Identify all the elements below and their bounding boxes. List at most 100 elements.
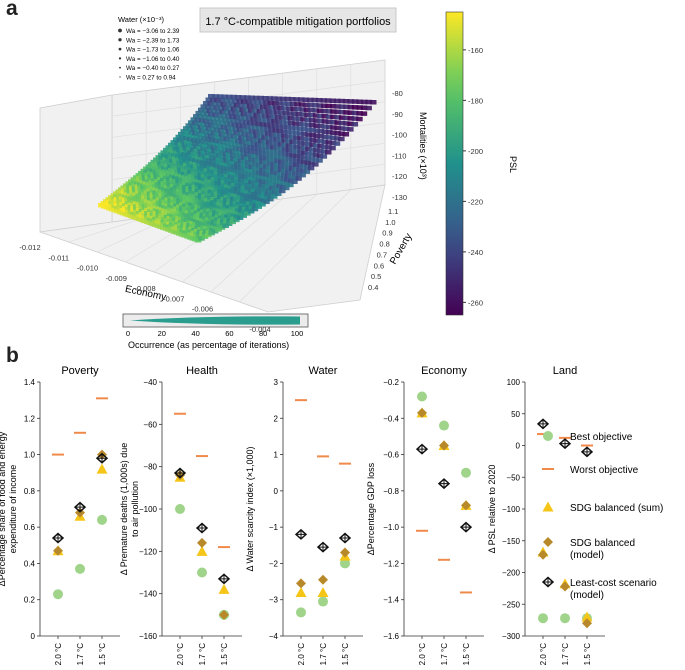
data-point bbox=[174, 169, 181, 175]
data-point bbox=[321, 103, 328, 108]
data-point bbox=[198, 156, 206, 162]
data-point bbox=[297, 136, 304, 141]
data-point bbox=[208, 123, 215, 128]
data-point bbox=[163, 147, 170, 153]
data-point bbox=[304, 112, 311, 118]
data-point bbox=[242, 103, 249, 109]
data-point bbox=[241, 115, 249, 121]
data-point bbox=[330, 130, 337, 135]
legend-label-line: (model) bbox=[570, 550, 604, 561]
data-point bbox=[237, 115, 245, 120]
data-point bbox=[255, 166, 263, 172]
data-point bbox=[182, 162, 190, 168]
data-point bbox=[338, 109, 346, 115]
data-point bbox=[236, 215, 244, 220]
sdg-model-marker bbox=[543, 537, 553, 547]
data-point bbox=[153, 160, 161, 166]
best-objective-marker bbox=[53, 589, 63, 600]
data-point bbox=[237, 131, 244, 136]
data-point bbox=[266, 114, 273, 119]
data-point bbox=[254, 117, 261, 122]
data-point bbox=[224, 102, 232, 107]
data-point bbox=[188, 130, 195, 135]
data-point bbox=[224, 177, 231, 182]
data-point bbox=[259, 167, 266, 173]
data-point bbox=[247, 187, 255, 193]
data-point bbox=[325, 109, 333, 114]
least-cost-marker bbox=[73, 501, 87, 513]
data-point bbox=[238, 103, 245, 108]
data-point bbox=[211, 134, 219, 140]
data-point bbox=[360, 105, 368, 110]
data-point bbox=[178, 177, 185, 182]
data-point bbox=[220, 179, 228, 185]
data-point bbox=[287, 178, 295, 184]
data-point bbox=[220, 169, 227, 174]
data-point bbox=[192, 145, 200, 150]
data-point bbox=[325, 135, 333, 140]
data-point bbox=[301, 155, 308, 160]
data-point bbox=[292, 167, 299, 172]
data-point bbox=[150, 159, 157, 165]
data-point bbox=[217, 146, 225, 152]
data-point bbox=[214, 178, 221, 183]
data-point bbox=[214, 98, 221, 103]
data-point bbox=[161, 166, 168, 171]
data-point bbox=[209, 97, 217, 103]
subplot-title: Water bbox=[309, 365, 338, 377]
data-point bbox=[321, 114, 329, 119]
data-point bbox=[298, 102, 306, 107]
data-point bbox=[267, 123, 275, 128]
data-point bbox=[309, 132, 316, 138]
data-point bbox=[203, 164, 210, 170]
data-point bbox=[300, 159, 308, 165]
occurrence-tick-label: 60 bbox=[225, 329, 233, 338]
data-point bbox=[257, 138, 265, 144]
data-point bbox=[190, 127, 198, 133]
least-cost-marker bbox=[173, 467, 187, 479]
data-point bbox=[300, 164, 307, 169]
y-tick-label: 0 bbox=[31, 632, 36, 641]
data-point bbox=[338, 136, 345, 142]
data-point bbox=[232, 150, 240, 155]
z-tick-label: -80 bbox=[392, 89, 403, 98]
data-point bbox=[283, 115, 290, 121]
x-tick-label: 1.7 °C bbox=[561, 643, 570, 666]
data-point bbox=[262, 176, 269, 181]
data-point bbox=[252, 129, 260, 135]
data-point bbox=[320, 98, 327, 103]
data-point bbox=[258, 151, 266, 156]
least-cost-marker-cross bbox=[296, 529, 306, 539]
x-tick-label: 1.5 °C bbox=[341, 643, 350, 666]
data-point bbox=[237, 173, 245, 179]
data-point bbox=[237, 181, 245, 186]
data-point bbox=[200, 177, 208, 183]
data-point bbox=[281, 133, 288, 139]
data-point bbox=[207, 186, 215, 191]
data-point bbox=[240, 151, 247, 157]
data-point bbox=[206, 119, 214, 124]
data-point bbox=[313, 118, 320, 123]
data-point bbox=[207, 101, 214, 106]
data-point bbox=[178, 131, 185, 137]
data-point bbox=[145, 164, 152, 169]
data-point bbox=[213, 105, 220, 110]
data-point bbox=[229, 114, 236, 119]
data-point bbox=[251, 206, 259, 212]
sdg-sum-marker bbox=[317, 586, 329, 597]
data-point bbox=[352, 105, 359, 110]
data-point bbox=[166, 161, 174, 166]
data-point bbox=[259, 163, 266, 169]
data-point bbox=[202, 161, 210, 166]
data-point bbox=[272, 101, 279, 106]
data-point bbox=[271, 119, 278, 124]
data-point bbox=[226, 133, 233, 138]
data-point bbox=[295, 172, 303, 177]
data-point bbox=[183, 126, 190, 131]
data-point bbox=[194, 152, 201, 157]
y-axis-label-line: ΔPercentage GDP loss bbox=[366, 462, 376, 555]
sdg-model-marker bbox=[417, 407, 427, 418]
data-point bbox=[312, 113, 320, 118]
legend-label-line: SDG balanced bbox=[570, 538, 635, 549]
data-point bbox=[220, 172, 228, 178]
